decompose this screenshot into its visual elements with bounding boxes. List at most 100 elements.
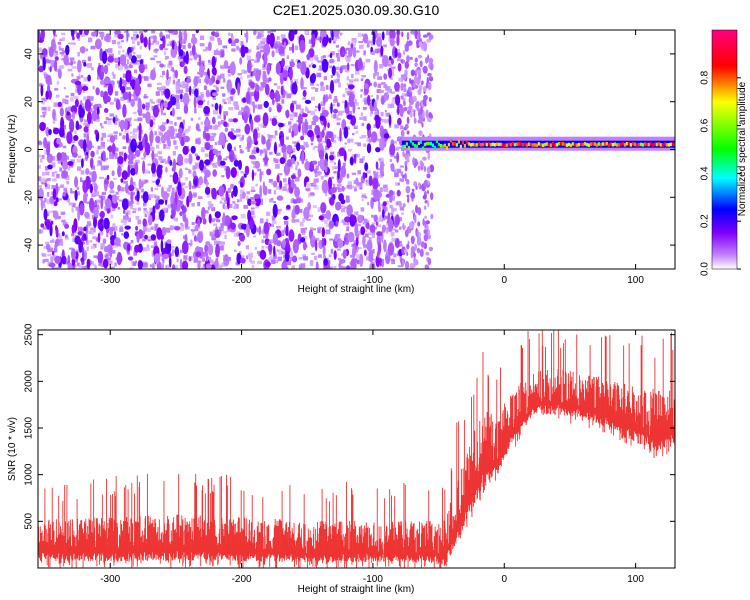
fade-blob: [410, 56, 413, 61]
signal-cell: [415, 144, 418, 148]
noise-cell: [207, 59, 211, 63]
signal-cell: [435, 139, 438, 143]
noise-cell: [150, 35, 154, 39]
noise-cell: [185, 128, 191, 132]
noise-cell: [205, 183, 208, 187]
noise-cell: [109, 190, 115, 194]
noise-blob: [262, 70, 267, 84]
noise-cell: [359, 116, 365, 120]
noise-cell: [251, 207, 255, 210]
noise-cell: [107, 120, 112, 125]
noise-cell: [67, 166, 71, 171]
noise-cell: [44, 198, 47, 203]
noise-cell: [360, 89, 363, 92]
noise-cell: [209, 136, 215, 141]
noise-cell: [222, 93, 226, 97]
noise-blob: [373, 81, 378, 88]
noise-cell: [311, 120, 316, 126]
noise-cell: [132, 210, 136, 214]
noise-blob: [52, 188, 57, 200]
noise-cell: [291, 100, 297, 105]
noise-cell: [154, 153, 158, 157]
noise-cell: [359, 136, 364, 139]
noise-cell: [159, 176, 162, 180]
noise-blob: [283, 164, 291, 176]
noise-cell: [135, 260, 137, 264]
noise-blob: [233, 185, 238, 197]
noise-blob: [224, 254, 229, 262]
noise-cell: [201, 165, 207, 169]
noise-cell: [338, 187, 342, 193]
noise-cell: [278, 127, 282, 130]
noise-cell: [268, 178, 273, 183]
noise-cell: [325, 231, 330, 235]
noise-cell: [169, 225, 174, 231]
noise-cell: [150, 57, 155, 61]
noise-cell: [251, 210, 255, 216]
noise-blob: [42, 56, 46, 71]
noise-blob: [183, 135, 190, 143]
noise-cell: [247, 75, 250, 79]
noise-cell: [163, 112, 166, 116]
x-tick-label: -100: [363, 574, 383, 585]
noise-cell: [96, 163, 99, 167]
noise-cell: [320, 56, 325, 61]
noise-cell: [52, 255, 55, 261]
fade-blob: [407, 240, 410, 245]
noise-blob: [204, 186, 211, 195]
noise-cell: [359, 158, 364, 164]
noise-cell: [335, 44, 339, 48]
noise-cell: [224, 199, 227, 205]
noise-cell: [103, 82, 108, 88]
noise-cell: [39, 185, 42, 188]
noise-cell: [291, 148, 296, 153]
noise-cell: [238, 110, 243, 115]
noise-cell: [145, 247, 151, 251]
noise-blob: [208, 41, 212, 51]
noise-cell: [114, 147, 119, 152]
noise-cell: [62, 222, 68, 226]
noise-cell: [394, 124, 399, 129]
noise-cell: [217, 140, 221, 145]
noise-cell: [239, 251, 242, 254]
fade-blob: [422, 66, 427, 71]
noise-blob: [329, 197, 335, 206]
noise-blob: [244, 123, 251, 135]
noise-cell: [40, 229, 44, 234]
noise-cell: [363, 144, 367, 147]
noise-cell: [393, 253, 397, 258]
noise-blob: [259, 185, 263, 199]
noise-blob: [204, 159, 211, 166]
noise-cell: [200, 147, 205, 153]
signal-cell: [605, 142, 608, 146]
noise-blob: [106, 174, 110, 181]
noise-cell: [165, 227, 171, 233]
noise-cell: [251, 161, 256, 164]
noise-cell: [352, 239, 356, 243]
fade-blob: [410, 191, 416, 200]
noise-cell: [166, 264, 170, 269]
noise-blob: [105, 198, 112, 209]
noise-blob: [229, 154, 233, 161]
noise-blob: [231, 191, 234, 199]
noise-blob: [319, 115, 326, 121]
noise-blob: [227, 187, 231, 194]
noise-cell: [59, 38, 64, 42]
noise-cell: [342, 93, 346, 97]
noise-blob: [212, 148, 218, 155]
fade-blob: [422, 194, 427, 200]
noise-cell: [295, 58, 299, 62]
noise-blob: [100, 90, 104, 98]
noise-blob: [286, 204, 291, 210]
noise-cell: [300, 109, 304, 112]
fade-blob: [404, 229, 409, 238]
noise-cell: [291, 90, 294, 95]
noise-blob: [394, 81, 400, 92]
signal-cell: [543, 142, 546, 147]
noise-cell: [261, 239, 264, 244]
noise-cell: [254, 59, 259, 63]
fade-blob: [425, 82, 429, 89]
noise-cell: [51, 171, 55, 177]
noise-blob: [186, 78, 192, 84]
noise-cell: [220, 86, 225, 89]
